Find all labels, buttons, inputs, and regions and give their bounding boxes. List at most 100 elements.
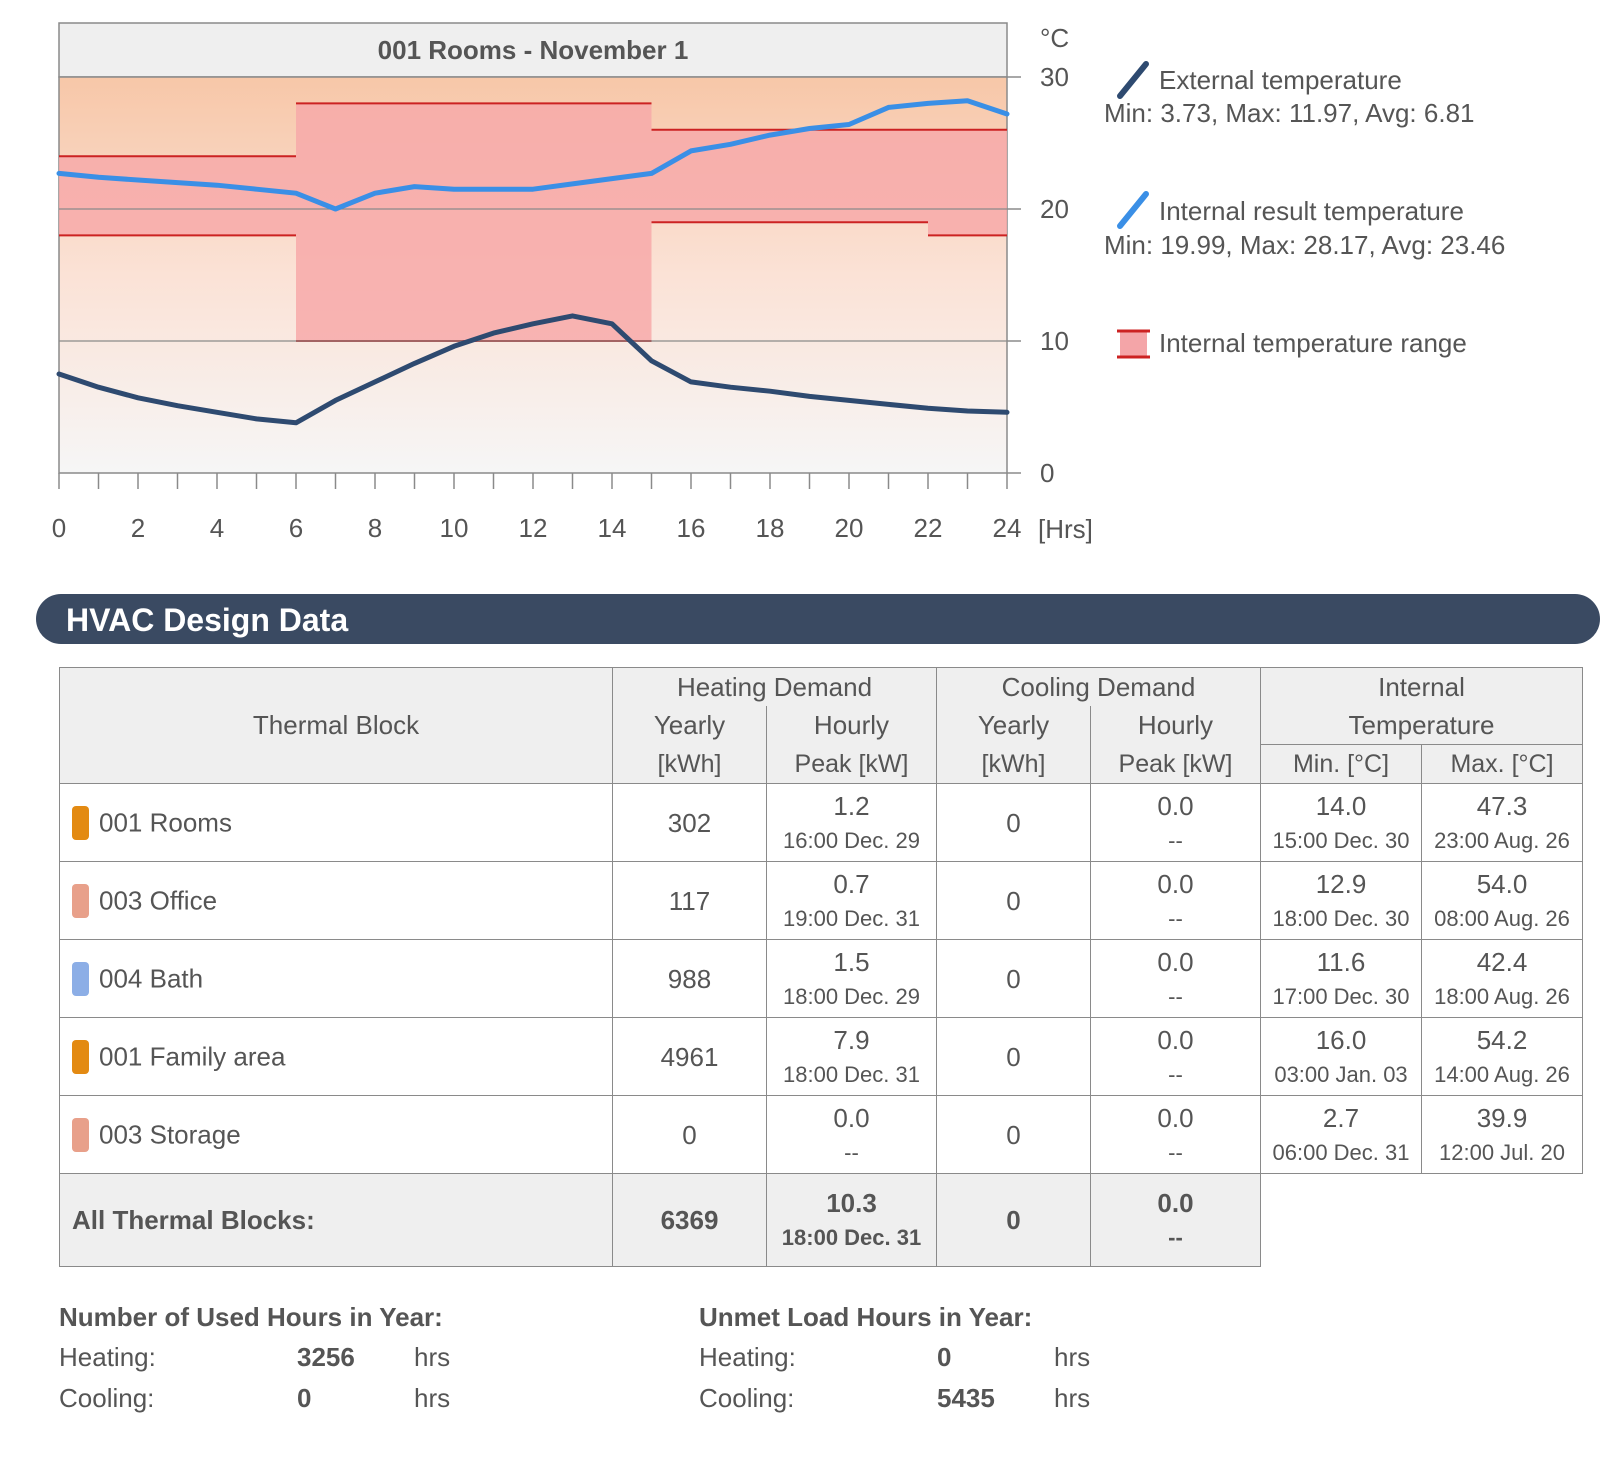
x-tick-label: 14 [598, 513, 627, 543]
cooling-yearly-cell: 0 [936, 1095, 1091, 1174]
block-color-swatch [72, 805, 89, 840]
total-label: All Thermal Blocks: [59, 1173, 613, 1267]
y-tick-label: 0 [1040, 458, 1054, 488]
range-band [59, 156, 296, 236]
max-temp-cell: 54.2 14:00 Aug. 26 [1421, 1017, 1583, 1096]
min-temp-cell: 16.0 03:00 Jan. 03 [1260, 1017, 1422, 1096]
used-hours-summary: Number of Used Hours in Year: Heating: 3… [59, 1302, 659, 1422]
block-name: 004 Bath [99, 963, 204, 993]
legend-internal-stats: Min: 19.99, Max: 28.17, Avg: 23.46 [1104, 230, 1505, 260]
heating-yearly-cell: 0 [612, 1095, 767, 1174]
min-temp-cell: 11.6 17:00 Dec. 30 [1260, 939, 1422, 1018]
table-row: 004 Bath 988 1.5 18:00 Dec. 29 0 0.0 -- 11.6 17:… [59, 939, 1583, 1018]
x-tick-label: 18 [756, 513, 785, 543]
cooling-peak-cell: 0.0 -- [1090, 939, 1261, 1018]
legend: External temperature Min: 3.73, Max: 11.… [1104, 61, 1505, 359]
block-color-swatch [72, 883, 89, 918]
thermal-block-cell: 004 Bath [59, 939, 613, 1018]
used-cooling-unit: hrs [414, 1383, 451, 1413]
x-tick-label: 8 [368, 513, 382, 543]
cooling-peak-cell: 0.0 -- [1090, 783, 1261, 862]
header-cooling-hourly: Hourly [1090, 706, 1261, 745]
x-tick-label: 2 [131, 513, 145, 543]
total-cool-yearly: 0 [936, 1173, 1091, 1267]
unmet-hours-title: Unmet Load Hours in Year: [699, 1302, 1033, 1332]
max-temp-cell: 54.0 08:00 Aug. 26 [1421, 861, 1583, 940]
header-thermal-block: Thermal Block [59, 667, 613, 784]
x-tick-label: 24 [993, 513, 1022, 543]
range-band [928, 129, 1007, 236]
max-temp-cell: 47.3 23:00 Aug. 26 [1421, 783, 1583, 862]
total-heat-yearly: 6369 [612, 1173, 767, 1267]
total-heat-peak: 10.3 18:00 Dec. 31 [766, 1173, 937, 1267]
legend-external-label: External temperature [1159, 65, 1402, 95]
section-banner: HVAC Design Data [36, 594, 1600, 644]
cooling-yearly-cell: 0 [936, 939, 1091, 1018]
cooling-yearly-cell: 0 [936, 1017, 1091, 1096]
header-heating-yearly: Yearly [612, 706, 767, 745]
heating-yearly-cell: 988 [612, 939, 767, 1018]
min-temp-cell: 2.7 06:00 Dec. 31 [1260, 1095, 1422, 1174]
header-heating-hourly: Hourly [766, 706, 937, 745]
header-max: Max. [°C] [1421, 744, 1583, 784]
x-tick-label: 12 [519, 513, 548, 543]
block-color-swatch [72, 1117, 89, 1152]
x-tick-label: 22 [914, 513, 943, 543]
used-heating-unit: hrs [414, 1342, 451, 1372]
total-row: All Thermal Blocks: 6369 10.3 18:00 Dec. … [59, 1173, 1583, 1267]
x-tick-label: 10 [440, 513, 469, 543]
x-tick-label: 6 [289, 513, 303, 543]
used-heating-label: Heating: [59, 1342, 156, 1372]
table-row: 003 Storage 0 0.0 -- 0 0.0 -- 2.7 06:00 Dec. 31 3… [59, 1095, 1583, 1174]
y-tick-label: 10 [1040, 326, 1069, 356]
legend-external-stats: Min: 3.73, Max: 11.97, Avg: 6.81 [1104, 98, 1475, 128]
table-row: 003 Office 117 0.7 19:00 Dec. 31 0 0.0 -- 12.9 1… [59, 861, 1583, 940]
heating-peak-cell: 0.7 19:00 Dec. 31 [766, 861, 937, 940]
max-temp-cell: 39.9 12:00 Jul. 20 [1421, 1095, 1583, 1174]
heating-peak-cell: 1.2 16:00 Dec. 29 [766, 783, 937, 862]
header-heating-peak: Peak [kW] [766, 744, 937, 784]
chart-title-box [58, 22, 1008, 78]
header-cooling-peak: Peak [kW] [1090, 744, 1261, 784]
used-hours-title: Number of Used Hours in Year: [59, 1302, 443, 1332]
cooling-yearly-cell: 0 [936, 861, 1091, 940]
y-axis-unit: °C [1040, 23, 1069, 53]
x-tick-label: 16 [677, 513, 706, 543]
block-name: 003 Office [99, 885, 218, 915]
total-cool-peak: 0.0 -- [1090, 1173, 1261, 1267]
table-row: 001 Rooms 302 1.2 16:00 Dec. 29 0 0.0 -- 14.0 15… [59, 783, 1583, 862]
internal-temperature-line [56, 98, 1010, 212]
unmet-heating-label: Heating: [699, 1342, 796, 1372]
heating-yearly-cell: 302 [612, 783, 767, 862]
used-cooling-label: Cooling: [59, 1383, 155, 1413]
unmet-heating-value: 0 [937, 1342, 952, 1372]
min-temp-cell: 14.0 15:00 Dec. 30 [1260, 783, 1422, 862]
cooling-peak-cell: 0.0 -- [1090, 1095, 1261, 1174]
heating-yearly-cell: 117 [612, 861, 767, 940]
section-title: HVAC Design Data [66, 602, 349, 638]
thermal-block-cell: 001 Family area [59, 1017, 613, 1096]
cooling-yearly-cell: 0 [936, 783, 1091, 862]
header-min: Min. [°C] [1260, 744, 1422, 784]
legend-range-swatch [1120, 331, 1147, 357]
header-heating-kwh: [kWh] [612, 744, 767, 784]
external-temperature-line [56, 313, 1010, 426]
legend-internal-swatch [1117, 191, 1149, 229]
x-axis-unit: [Hrs] [1038, 514, 1093, 544]
unmet-cooling-value: 5435 [937, 1383, 995, 1413]
x-tick-label: 4 [210, 513, 224, 543]
heating-peak-cell: 7.9 18:00 Dec. 31 [766, 1017, 937, 1096]
unmet-heating-unit: hrs [1054, 1342, 1091, 1372]
min-temp-cell: 12.9 18:00 Dec. 30 [1260, 861, 1422, 940]
range-band [651, 129, 928, 223]
header-heating-demand: Heating Demand [612, 667, 937, 706]
header-temperature: Temperature [1260, 706, 1583, 745]
total-empty [1260, 1173, 1583, 1267]
cooling-peak-cell: 0.0 -- [1090, 861, 1261, 940]
max-temp-cell: 42.4 18:00 Aug. 26 [1421, 939, 1583, 1018]
x-tick-label: 0 [52, 513, 66, 543]
legend-range-label: Internal temperature range [1159, 328, 1467, 358]
thermal-block-cell: 003 Storage [59, 1095, 613, 1174]
x-tick-label: 20 [835, 513, 864, 543]
